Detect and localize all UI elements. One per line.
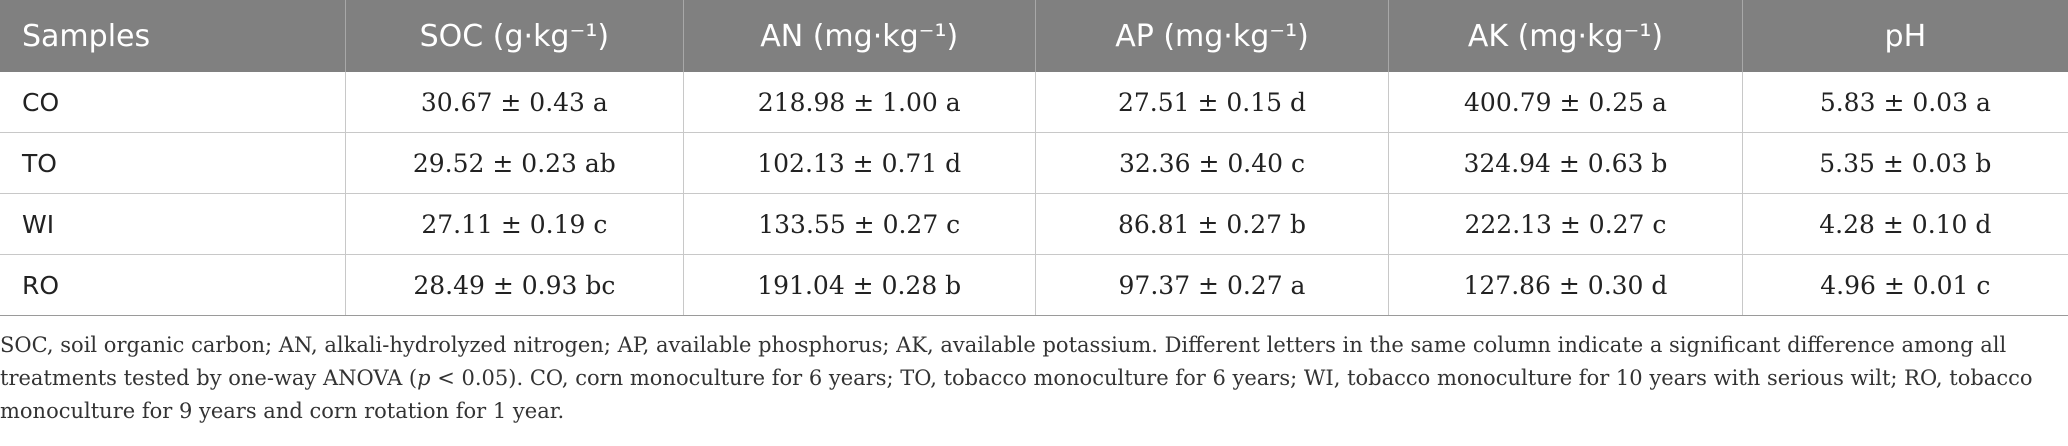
header-ap: AP (mg·kg⁻¹) bbox=[1035, 0, 1390, 72]
ak-cell: 324.94 ± 0.63 b bbox=[1388, 132, 1743, 194]
sample-name-cell: WI bbox=[0, 193, 347, 255]
footnote-p-symbol: p bbox=[417, 366, 431, 390]
header-samples: Samples bbox=[0, 0, 347, 72]
soc-cell: 27.11 ± 0.19 c bbox=[345, 193, 684, 255]
soc-cell: 29.52 ± 0.23 ab bbox=[345, 132, 684, 194]
soc-cell: 28.49 ± 0.93 bc bbox=[345, 254, 684, 316]
data-table-container: Samples SOC (g·kg⁻¹) AN (mg·kg⁻¹) AP (mg… bbox=[0, 0, 2068, 316]
table-row: TO 29.52 ± 0.23 ab 102.13 ± 0.71 d 32.36… bbox=[0, 132, 2068, 194]
an-cell: 102.13 ± 0.71 d bbox=[683, 132, 1036, 194]
ph-cell: 4.96 ± 0.01 c bbox=[1742, 254, 2068, 316]
ap-cell: 97.37 ± 0.27 a bbox=[1035, 254, 1390, 316]
ap-cell: 86.81 ± 0.27 b bbox=[1035, 193, 1390, 255]
an-cell: 191.04 ± 0.28 b bbox=[683, 254, 1036, 316]
footnote-text-end: < 0.05). CO, corn monoculture for 6 year… bbox=[0, 366, 2033, 423]
header-soc: SOC (g·kg⁻¹) bbox=[345, 0, 684, 72]
footnote-text-start: SOC, soil organic carbon; AN, alkali-hyd… bbox=[0, 333, 2007, 390]
ph-cell: 5.35 ± 0.03 b bbox=[1742, 132, 2068, 194]
ph-cell: 4.28 ± 0.10 d bbox=[1742, 193, 2068, 255]
sample-name-cell: TO bbox=[0, 132, 347, 194]
ap-cell: 32.36 ± 0.40 c bbox=[1035, 132, 1390, 194]
sample-name-cell: CO bbox=[0, 72, 347, 133]
soil-properties-table: Samples SOC (g·kg⁻¹) AN (mg·kg⁻¹) AP (mg… bbox=[0, 0, 2068, 316]
ap-cell: 27.51 ± 0.15 d bbox=[1035, 72, 1390, 133]
table-row: CO 30.67 ± 0.43 a 218.98 ± 1.00 a 27.51 … bbox=[0, 72, 2068, 133]
table-row: WI 27.11 ± 0.19 c 133.55 ± 0.27 c 86.81 … bbox=[0, 193, 2068, 255]
soc-cell: 30.67 ± 0.43 a bbox=[345, 72, 684, 133]
table-row: RO 28.49 ± 0.93 bc 191.04 ± 0.28 b 97.37… bbox=[0, 254, 2068, 316]
sample-name-cell: RO bbox=[0, 254, 347, 316]
ph-cell: 5.83 ± 0.03 a bbox=[1742, 72, 2068, 133]
ak-cell: 400.79 ± 0.25 a bbox=[1388, 72, 1743, 133]
ak-cell: 222.13 ± 0.27 c bbox=[1388, 193, 1743, 255]
an-cell: 133.55 ± 0.27 c bbox=[683, 193, 1036, 255]
header-an: AN (mg·kg⁻¹) bbox=[683, 0, 1036, 72]
ak-cell: 127.86 ± 0.30 d bbox=[1388, 254, 1743, 316]
header-ph: pH bbox=[1742, 0, 2068, 72]
table-footnote: SOC, soil organic carbon; AN, alkali-hyd… bbox=[0, 329, 2060, 428]
table-header-row: Samples SOC (g·kg⁻¹) AN (mg·kg⁻¹) AP (mg… bbox=[0, 0, 2068, 72]
an-cell: 218.98 ± 1.00 a bbox=[683, 72, 1036, 133]
header-ak: AK (mg·kg⁻¹) bbox=[1388, 0, 1743, 72]
